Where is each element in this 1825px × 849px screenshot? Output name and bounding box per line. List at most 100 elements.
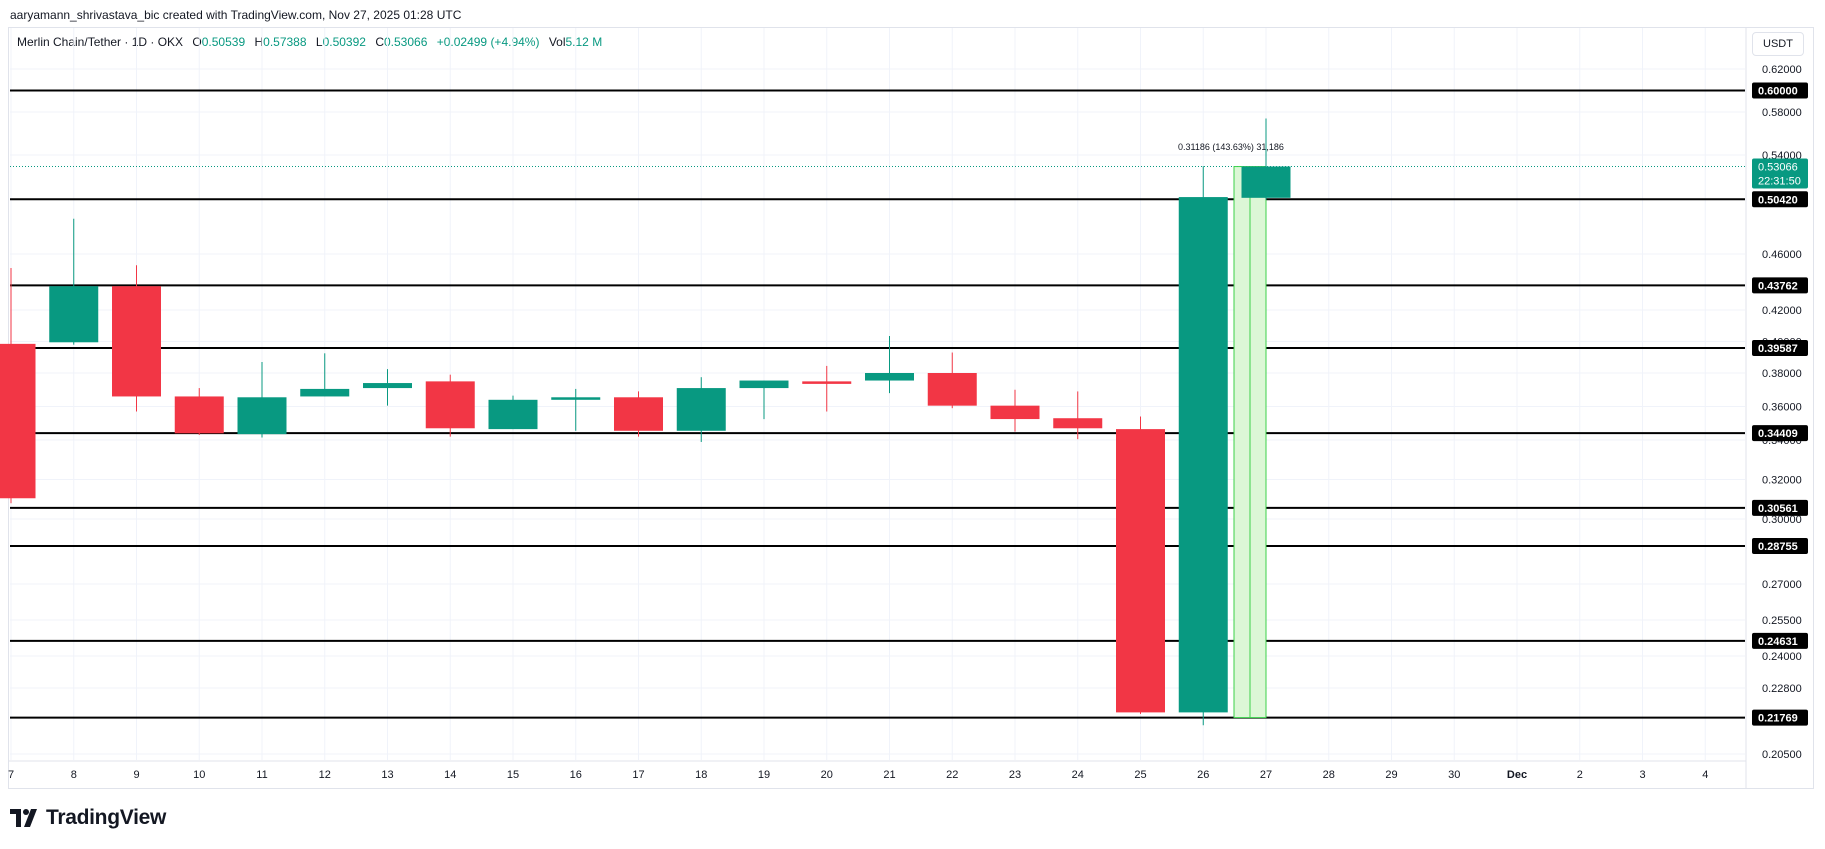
chart-attribution: aaryamann_shrivastava_bic created with T… — [10, 8, 462, 22]
price-tick-label: 0.42000 — [1762, 305, 1802, 317]
price-tick-label: 0.24000 — [1762, 651, 1802, 663]
price-tick-label: 0.58000 — [1762, 107, 1802, 119]
currency-selector[interactable]: USDT — [1752, 32, 1804, 56]
candle-body — [174, 396, 224, 434]
price-tick-label: 0.32000 — [1762, 475, 1802, 487]
time-axis: 7 8 9 10 11 12 13 14 15 16 17 18 19 20 21 22 23 24 25 26 27 2… — [8, 760, 1746, 781]
level-price-tag — [1752, 632, 1808, 649]
price-tick-label: 0.25500 — [1762, 615, 1802, 627]
time-tick-label: 14 — [444, 769, 456, 781]
level-price-tag — [1752, 277, 1808, 294]
level-price-tag — [1752, 191, 1808, 208]
grid-lines — [10, 28, 1745, 760]
candle — [363, 369, 412, 406]
candle-body — [676, 388, 726, 431]
price-tick-label: 0.36000 — [1762, 402, 1802, 414]
tradingview-logo-icon — [10, 809, 37, 827]
time-tick-label: 24 — [1072, 769, 1084, 781]
candle-body — [927, 373, 977, 406]
time-tick-label: 22 — [946, 769, 958, 781]
close-label: C — [375, 35, 384, 49]
candles — [0, 118, 1291, 726]
candle-body — [49, 286, 99, 343]
candle — [1241, 118, 1291, 200]
time-tick-label: 19 — [758, 769, 770, 781]
candle-body — [0, 343, 36, 499]
level-price-tag — [1752, 709, 1808, 726]
time-tick-label: 26 — [1197, 769, 1209, 781]
open-value: 0.50539 — [201, 35, 246, 49]
low-label: L — [315, 35, 323, 49]
candle — [551, 388, 601, 431]
level-price-tag — [1752, 425, 1808, 442]
brand-name: TradingView — [46, 806, 167, 829]
high-value: 0.57388 — [263, 35, 307, 49]
candle — [802, 365, 852, 412]
time-tick-label: 2 — [1577, 769, 1583, 781]
time-tick-label: 17 — [632, 769, 644, 781]
time-tick-label: 11 — [256, 769, 267, 781]
candle — [927, 352, 977, 409]
candle-body — [1116, 429, 1165, 713]
price-tick-label: 0.30000 — [1762, 514, 1802, 526]
symbol-legend[interactable]: Merlin Chain/Tether · 1D · OKX O0.50539 … — [17, 35, 602, 49]
close-value: 0.53066 — [383, 35, 428, 49]
level-price-tag-label: 0.39587 — [1758, 343, 1798, 355]
candle-body — [300, 388, 350, 397]
candle-body — [425, 381, 475, 429]
time-tick-label: 25 — [1134, 769, 1146, 781]
level-price-tag-label: 0.30561 — [1758, 503, 1798, 515]
time-tick-label: 23 — [1009, 769, 1021, 781]
level-price-tag — [1752, 340, 1808, 357]
candle-body — [1053, 418, 1103, 429]
candle-body — [363, 383, 412, 389]
candle — [174, 388, 224, 435]
candle — [237, 361, 287, 438]
time-tick-label: 4 — [1702, 769, 1708, 781]
time-tick-label: 27 — [1260, 769, 1272, 781]
time-tick-label: 8 — [71, 769, 77, 781]
candle — [425, 374, 475, 437]
time-tick-label: 7 — [8, 769, 14, 781]
time-tick-label: 18 — [695, 769, 707, 781]
time-tick-label: 9 — [133, 769, 139, 781]
candle-body — [614, 397, 663, 431]
candle-body — [112, 286, 161, 397]
candle-body — [237, 397, 287, 435]
measurement-label: 0.31186 (143.63%) 31,186 — [1178, 142, 1284, 152]
level-price-tag — [1752, 82, 1808, 99]
volume-label: Vol — [548, 35, 566, 49]
candle — [990, 389, 1040, 432]
price-tick-label: 0.46000 — [1762, 249, 1802, 261]
candle — [49, 218, 99, 345]
price-tick-label: 0.27000 — [1762, 579, 1802, 591]
level-price-tag — [1752, 537, 1808, 554]
time-tick-label: 10 — [193, 769, 205, 781]
candle-body — [865, 373, 914, 381]
level-price-tag — [1752, 499, 1808, 516]
price-tick-label: 0.62000 — [1762, 64, 1802, 76]
candle — [739, 380, 789, 420]
open-label: O — [192, 35, 202, 49]
candle — [0, 268, 36, 504]
candle — [676, 377, 726, 442]
price-chart[interactable]: 0.31186 (143.63%) 31,186 0.62000 0.58000 0… — [0, 0, 1825, 790]
time-tick-label: 16 — [570, 769, 582, 781]
time-tick-label: 12 — [319, 769, 331, 781]
candle — [112, 265, 161, 412]
price-tick-label: 0.38000 — [1762, 368, 1802, 380]
level-price-tag-label: 0.24631 — [1758, 636, 1798, 648]
time-tick-label: Dec — [1507, 769, 1527, 781]
brand[interactable]: TradingView — [10, 806, 166, 830]
level-price-tag-label: 0.21769 — [1758, 713, 1798, 725]
symbol-name[interactable]: Merlin Chain/Tether · 1D · OKX — [17, 35, 184, 49]
time-tick-label: 30 — [1448, 769, 1460, 781]
price-range-measurement: 0.31186 (143.63%) 31,186 — [1178, 142, 1284, 719]
horizontal-levels — [10, 89, 1745, 719]
level-price-tag-label: 0.28755 — [1758, 541, 1798, 553]
level-price-tag-label: 0.43762 — [1758, 280, 1798, 292]
price-tick-label: 0.22800 — [1762, 683, 1802, 695]
candle-body — [1178, 197, 1228, 713]
candle — [865, 335, 914, 394]
candle-body — [739, 380, 789, 389]
